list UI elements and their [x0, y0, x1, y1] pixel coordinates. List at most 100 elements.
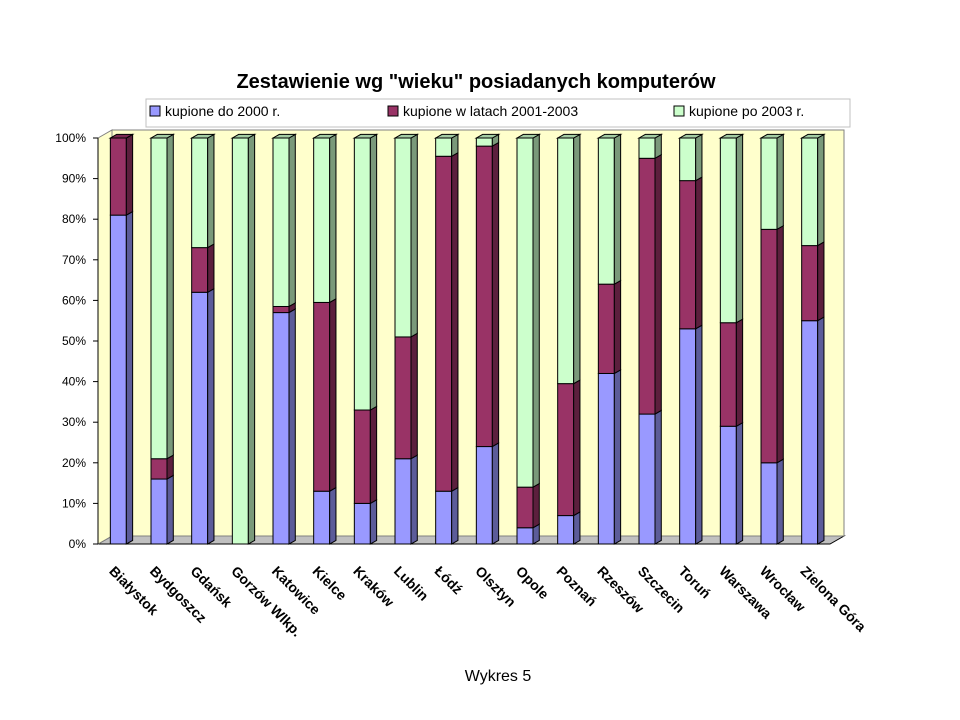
- y-tick-label: 90%: [62, 172, 86, 186]
- bar-segment-side: [654, 153, 662, 415]
- bar-segment-side: [735, 421, 744, 545]
- bar-segment-side: [207, 243, 215, 294]
- bar-segment-side: [776, 224, 784, 464]
- bar-segment-front: [638, 137, 656, 159]
- bar-segment-side: [817, 241, 825, 322]
- bar-segment-side: [613, 279, 622, 375]
- bar-stack: [433, 133, 460, 545]
- bar-segment-side: [817, 316, 825, 545]
- bar-stack: [677, 133, 704, 545]
- bar-segment-side: [532, 133, 540, 489]
- bar-segment-front: [679, 180, 697, 330]
- bar-segment-top: [352, 133, 379, 139]
- bar-segment-side: [817, 133, 825, 247]
- bar-segment-front: [719, 425, 737, 545]
- bar-stack: [515, 133, 542, 545]
- legend-label: kupione do 2000 r.: [165, 103, 280, 119]
- bar-segment-side: [695, 176, 703, 330]
- bar-segment-side: [573, 379, 581, 517]
- bar-segment-side: [573, 133, 581, 385]
- bar-segment-front: [557, 137, 575, 385]
- bar-segment-front: [313, 301, 331, 492]
- bar-segment-front: [109, 137, 127, 216]
- bar-segment-side: [776, 133, 784, 231]
- bar-segment-side: [410, 133, 418, 338]
- bar-segment-side: [288, 308, 296, 545]
- bar-segment-top: [555, 133, 582, 139]
- bar-segment-side: [329, 486, 337, 545]
- bar-segment-top: [230, 133, 257, 139]
- bar-segment-side: [369, 498, 378, 545]
- bar-segment-side: [247, 133, 256, 545]
- bar-segment-top: [108, 133, 135, 139]
- bar-segment-side: [613, 133, 622, 286]
- bar-segment-front: [353, 137, 371, 411]
- bar-segment-front: [191, 247, 209, 293]
- bar-stack: [311, 133, 338, 545]
- bar-segment-front: [719, 322, 737, 427]
- bar-stack: [718, 133, 745, 545]
- bar-segment-side: [451, 486, 459, 545]
- bar-stack: [352, 133, 379, 545]
- bar-stack: [271, 133, 298, 545]
- bar-segment-top: [596, 133, 623, 139]
- bar-stack: [108, 133, 135, 545]
- bar-segment-top: [799, 133, 826, 139]
- bar-segment-front: [435, 155, 453, 492]
- bar-segment-front: [760, 228, 778, 464]
- bar-segment-side: [369, 133, 378, 411]
- bars: [108, 133, 826, 545]
- y-tick-label: 80%: [62, 212, 86, 226]
- bar-segment-front: [638, 157, 656, 415]
- bar-segment-front: [191, 291, 209, 545]
- bar-segment-front: [231, 137, 249, 545]
- bar-stack: [230, 133, 257, 545]
- bar-segment-side: [410, 454, 418, 545]
- bar-segment-side: [532, 482, 540, 529]
- bar-segment-front: [353, 409, 371, 504]
- bar-segment-front: [760, 462, 778, 545]
- bar-segment-front: [516, 486, 534, 529]
- bar-segment-front: [801, 245, 819, 322]
- legend-box: [145, 98, 851, 128]
- bar-segment-side: [735, 318, 744, 428]
- bar-stack: [189, 133, 216, 545]
- bar-segment-front: [475, 145, 493, 448]
- bar-stack: [393, 133, 420, 545]
- legend-swatch: [149, 105, 161, 117]
- bar-segment-side: [410, 332, 418, 460]
- bar-segment-front: [272, 137, 290, 307]
- bar-segment-front: [679, 137, 697, 182]
- legend: kupione do 2000 r. kupione w latach 2001-…: [145, 98, 851, 128]
- bar-segment-front: [760, 137, 778, 230]
- y-tick-label: 60%: [62, 293, 86, 307]
- bar-segment-top: [189, 133, 216, 139]
- legend-swatch: [673, 105, 685, 117]
- bar-segment-front: [516, 137, 534, 488]
- bar-segment-side: [573, 511, 581, 545]
- chart-caption: Wykres 5: [465, 668, 532, 685]
- bar-segment-front: [475, 137, 493, 147]
- bar-segment-front: [150, 458, 168, 480]
- bar-stack: [799, 133, 826, 545]
- bar-segment-front: [313, 137, 331, 303]
- bar-segment-front: [557, 515, 575, 545]
- bar-segment-side: [695, 133, 703, 182]
- bar-segment-top: [677, 133, 704, 139]
- y-axis: 0% 10% 20% 30% 40% 50% 60% 70% 80% 90% 100%: [55, 131, 99, 551]
- bar-segment-top: [433, 133, 460, 139]
- y-tick-label: 30%: [62, 415, 86, 429]
- bar-segment-front: [475, 446, 493, 545]
- bar-segment-top: [311, 133, 338, 139]
- bar-segment-side: [491, 442, 500, 545]
- bar-segment-side: [735, 133, 744, 324]
- bar-stack: [149, 133, 176, 545]
- bar-stack: [555, 133, 582, 545]
- bar-segment-front: [801, 137, 819, 247]
- legend-swatch: [387, 105, 399, 117]
- bar-segment-side: [207, 287, 215, 545]
- legend-label: kupione po 2003 r.: [689, 103, 804, 119]
- bar-segment-side: [329, 297, 337, 493]
- bar-segment-side: [491, 141, 500, 448]
- bar-segment-front: [272, 305, 290, 314]
